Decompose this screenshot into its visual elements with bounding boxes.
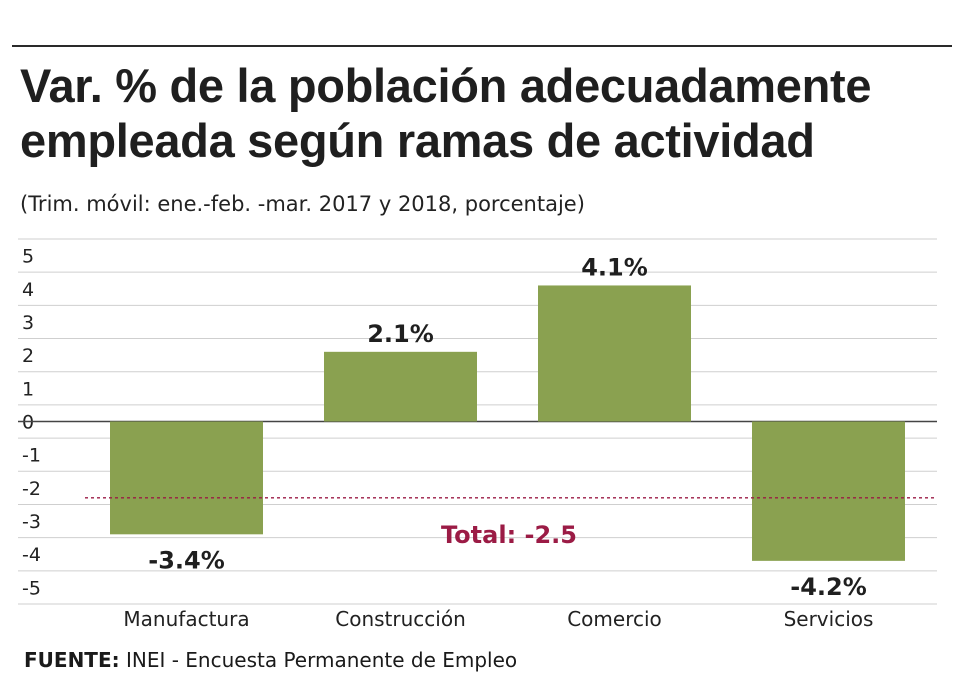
top-rule: [12, 45, 952, 47]
y-tick-label: -3: [22, 511, 41, 533]
chart-subtitle: (Trim. móvil: ene.-feb. -mar. 2017 y 201…: [20, 192, 585, 216]
y-tick-label: 3: [22, 312, 34, 334]
y-tick-label: -5: [22, 577, 41, 599]
source-note: FUENTE: INEI - Encuesta Permanente de Em…: [24, 648, 517, 672]
y-tick-label: 0: [22, 412, 34, 434]
y-tick-label: -2: [22, 478, 41, 500]
total-label: Total: -2.5: [441, 521, 577, 549]
y-tick-label: 4: [22, 279, 34, 301]
source-text: INEI - Encuesta Permanente de Empleo: [125, 648, 518, 672]
data-label: -3.4%: [148, 546, 225, 574]
x-category-label: Construcción: [335, 607, 466, 631]
x-category-label: Manufactura: [123, 607, 249, 631]
bar-construcción: [324, 351, 477, 422]
y-tick-label: -4: [22, 544, 41, 566]
data-label: 4.1%: [581, 253, 648, 281]
source-label: FUENTE:: [24, 648, 120, 672]
x-category-label: Comercio: [567, 607, 662, 631]
x-category-label: Servicios: [784, 607, 874, 631]
y-tick-label: 1: [22, 378, 34, 400]
bar-comercio: [538, 285, 691, 422]
data-label: 2.1%: [367, 320, 434, 348]
y-tick-label: 2: [22, 345, 34, 367]
y-tick-label: -1: [22, 445, 41, 467]
bar-servicios: [752, 421, 905, 561]
data-label: -4.2%: [790, 573, 867, 601]
chart-title: Var. % de la población adecuadamente emp…: [20, 59, 872, 167]
y-tick-label: 5: [22, 246, 34, 268]
bar-manufactura: [110, 421, 263, 535]
